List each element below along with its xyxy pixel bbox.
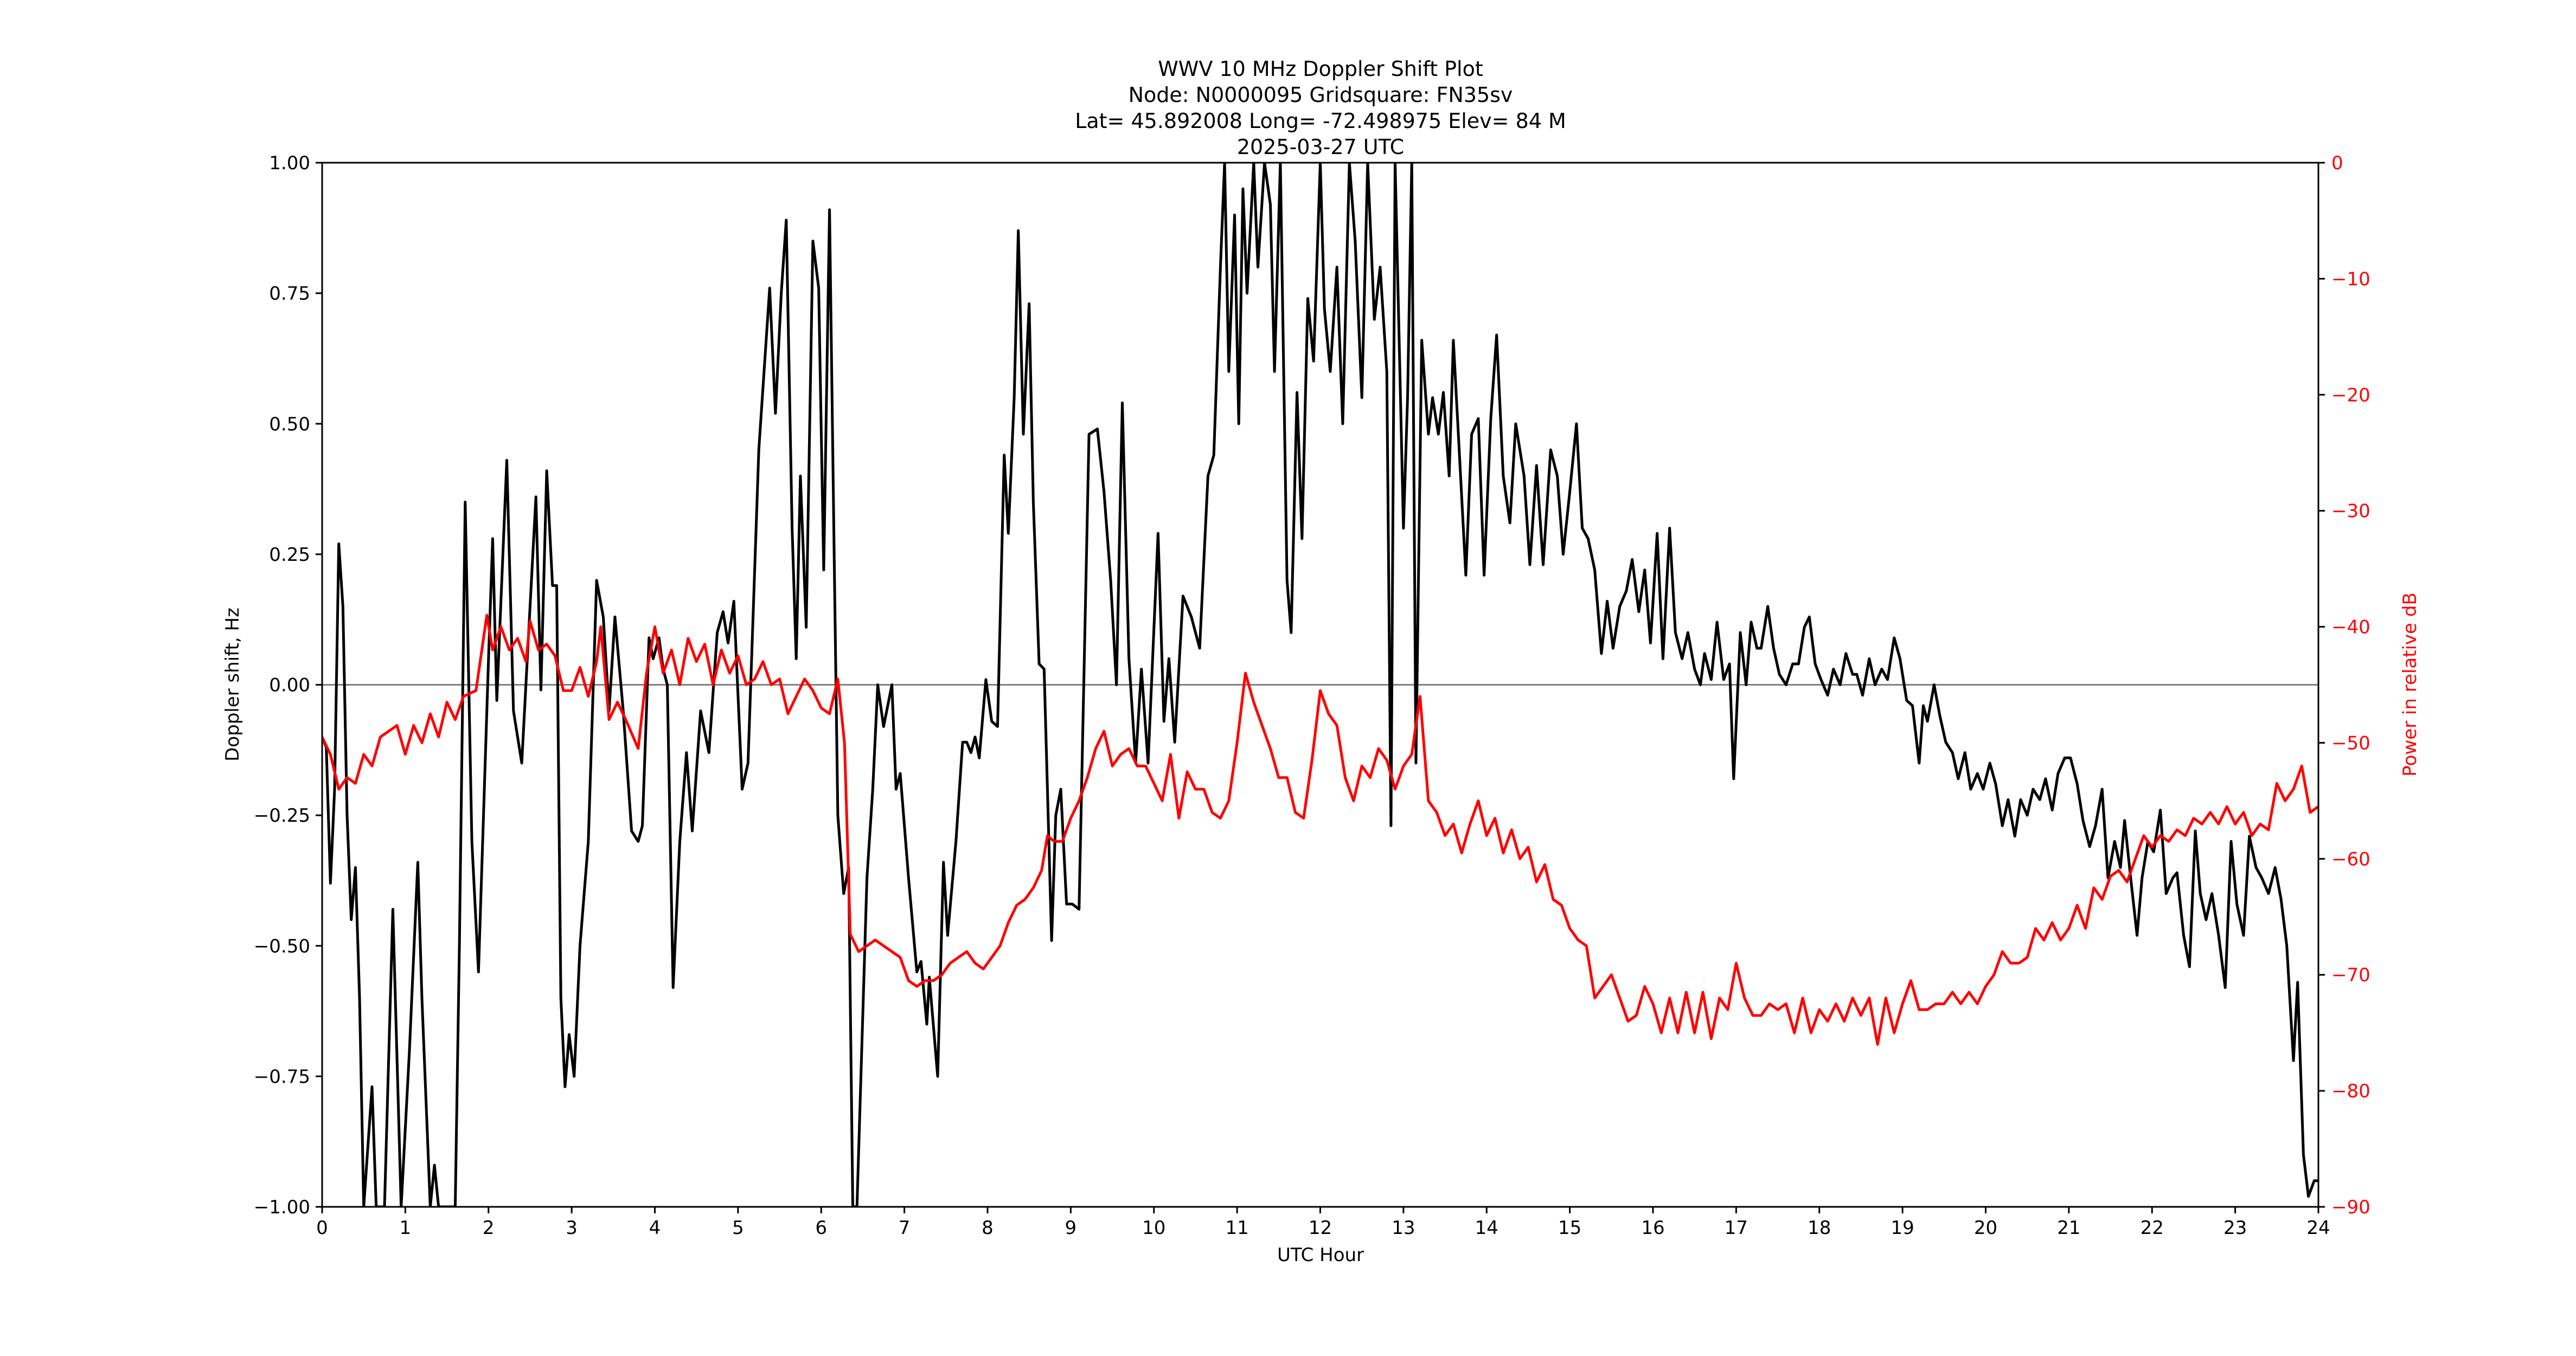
y-right-tick-label: −70: [2331, 964, 2370, 986]
x-tick-label: 1: [400, 1217, 412, 1239]
y-left-tick-label: 0.50: [269, 413, 310, 435]
y-left-tick-label: 0.00: [269, 675, 310, 696]
power-line: [322, 613, 2318, 1046]
x-tick-label: 13: [1392, 1217, 1415, 1239]
y-right-tick-label: −30: [2331, 501, 2370, 522]
x-tick-label: 22: [2141, 1217, 2164, 1239]
x-tick-label: 21: [2057, 1217, 2080, 1239]
y-axis-right-label: Power in relative dB: [2399, 592, 2421, 776]
y-axis-left-label: Doppler shift, Hz: [222, 607, 243, 762]
y-left-tick-label: −0.50: [254, 936, 310, 957]
x-tick-label: 23: [2223, 1217, 2247, 1239]
x-axis-label: UTC Hour: [1277, 1244, 1364, 1266]
y-right-tick-label: −20: [2331, 385, 2370, 406]
title-line-3: Lat= 45.892008 Long= -72.498975 Elev= 84…: [1075, 109, 1566, 133]
x-axis-ticks: 0 1 2 3 4 5 6 7 8 9 10 11 12 13 14 15 16 17 18 19 20 21 22 23 24: [316, 1207, 2330, 1239]
y-right-tick-label: −60: [2331, 848, 2370, 870]
y-right-tick-label: −10: [2331, 268, 2370, 290]
x-tick-label: 18: [1808, 1217, 1831, 1239]
title-line-4: 2025-03-27 UTC: [1237, 135, 1404, 159]
chart-title: WWV 10 MHz Doppler Shift Plot Node: N000…: [1075, 57, 1566, 159]
x-tick-label: 2: [483, 1217, 495, 1239]
y-left-tick-label: −0.75: [254, 1066, 310, 1088]
y-right-tick-label: −80: [2331, 1080, 2370, 1102]
x-tick-label: 7: [899, 1217, 911, 1239]
y-right-tick-label: −40: [2331, 617, 2370, 638]
x-tick-label: 20: [1974, 1217, 1997, 1239]
x-tick-label: 6: [815, 1217, 827, 1239]
x-tick-label: 12: [1309, 1217, 1332, 1239]
title-line-1: WWV 10 MHz Doppler Shift Plot: [1158, 57, 1483, 81]
y-axis-left-ticks: 1.00 0.75 0.50 0.25 0.00 −0.25 −0.50 −0.75 −1.00: [254, 152, 322, 1218]
x-tick-label: 17: [1725, 1217, 1748, 1239]
y-left-tick-label: 0.75: [269, 283, 310, 305]
x-tick-label: 11: [1225, 1217, 1248, 1239]
title-line-2: Node: N0000095 Gridsquare: FN35sv: [1129, 83, 1513, 107]
y-left-tick-label: 1.00: [269, 152, 310, 174]
x-tick-label: 8: [982, 1217, 994, 1239]
x-tick-label: 19: [1891, 1217, 1914, 1239]
y-left-tick-label: −0.25: [254, 805, 310, 827]
y-right-tick-label: −50: [2331, 732, 2370, 754]
x-tick-label: 0: [316, 1217, 328, 1239]
x-tick-label: 14: [1475, 1217, 1498, 1239]
x-tick-label: 24: [2306, 1217, 2330, 1239]
y-left-tick-label: 0.25: [269, 544, 310, 566]
y-right-tick-label: 0: [2331, 152, 2343, 174]
x-tick-label: 3: [566, 1217, 578, 1239]
x-tick-label: 5: [732, 1217, 744, 1239]
x-tick-label: 10: [1142, 1217, 1165, 1239]
y-axis-right-ticks: 0 −10 −20 −30 −40 −50 −60 −70 −80 −90: [2318, 152, 2370, 1218]
x-tick-label: 15: [1558, 1217, 1581, 1239]
x-tick-label: 4: [649, 1217, 661, 1239]
x-tick-label: 16: [1641, 1217, 1664, 1239]
y-right-tick-label: −90: [2331, 1197, 2370, 1218]
x-tick-label: 9: [1065, 1217, 1077, 1239]
y-left-tick-label: −1.00: [254, 1197, 310, 1218]
